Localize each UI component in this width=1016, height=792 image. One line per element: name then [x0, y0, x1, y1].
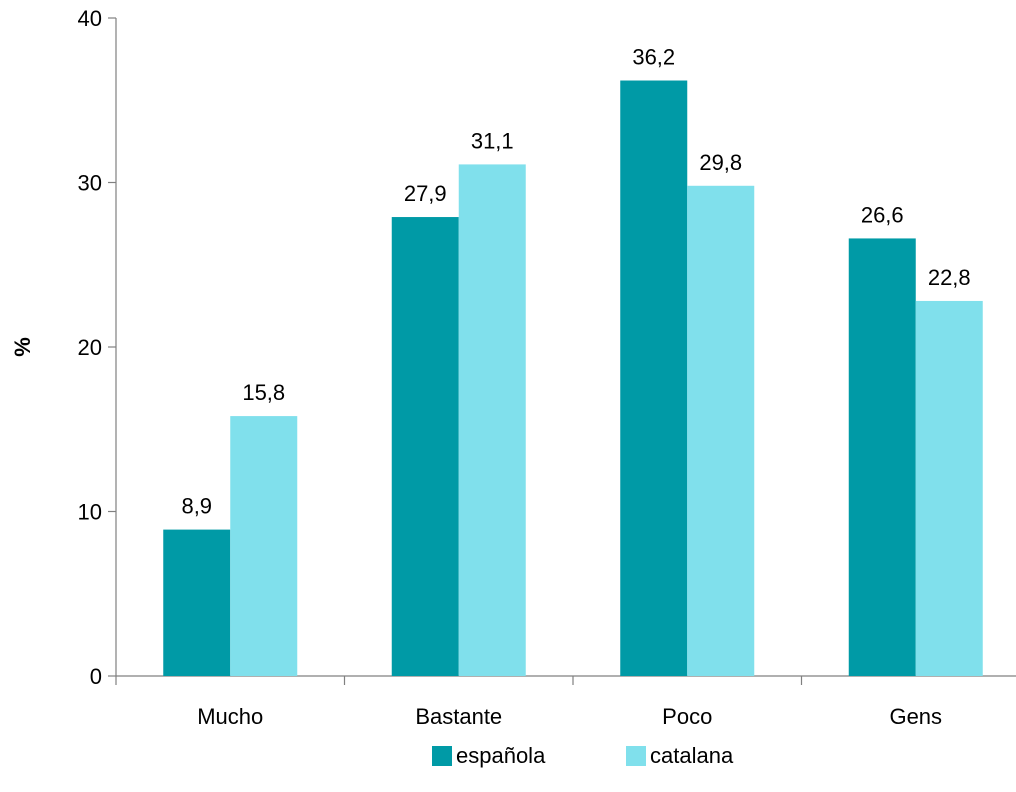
legend-label: catalana	[650, 743, 734, 768]
bar-catalana	[915, 300, 983, 676]
data-label: 29,8	[699, 150, 742, 175]
category-label: Bastante	[415, 704, 502, 729]
bar-espanola	[848, 238, 916, 676]
bar-espanola	[620, 80, 688, 676]
y-tick-label: 20	[78, 335, 102, 360]
data-label: 31,1	[471, 128, 514, 153]
legend-swatch	[432, 746, 452, 766]
data-label: 27,9	[404, 181, 447, 206]
y-tick-label: 0	[90, 664, 102, 689]
category-label: Poco	[662, 704, 712, 729]
bar-catalana	[687, 185, 755, 677]
bar-catalana	[458, 164, 526, 676]
bar-catalana	[230, 416, 298, 676]
data-label: 15,8	[242, 380, 285, 405]
legend-label: española	[456, 743, 546, 768]
category-label: Gens	[889, 704, 942, 729]
data-label: 26,6	[861, 202, 904, 227]
data-label: 8,9	[181, 494, 212, 519]
legend: española catalana	[432, 743, 734, 768]
bar-espanola	[163, 529, 231, 676]
data-label: 36,2	[632, 45, 675, 70]
legend-swatch	[626, 746, 646, 766]
y-tick-label: 10	[78, 500, 102, 525]
data-label: 22,8	[928, 265, 971, 290]
y-tick-label: 40	[78, 6, 102, 31]
category-label: Mucho	[197, 704, 263, 729]
y-axis-title: %	[10, 337, 35, 357]
y-tick-label: 30	[78, 171, 102, 196]
plot-area: 0 10 20 30 40 8,9 15,8 Mucho 27,9 31,1 Bastante 36,…	[78, 6, 1016, 729]
bar-espanola	[391, 217, 459, 677]
